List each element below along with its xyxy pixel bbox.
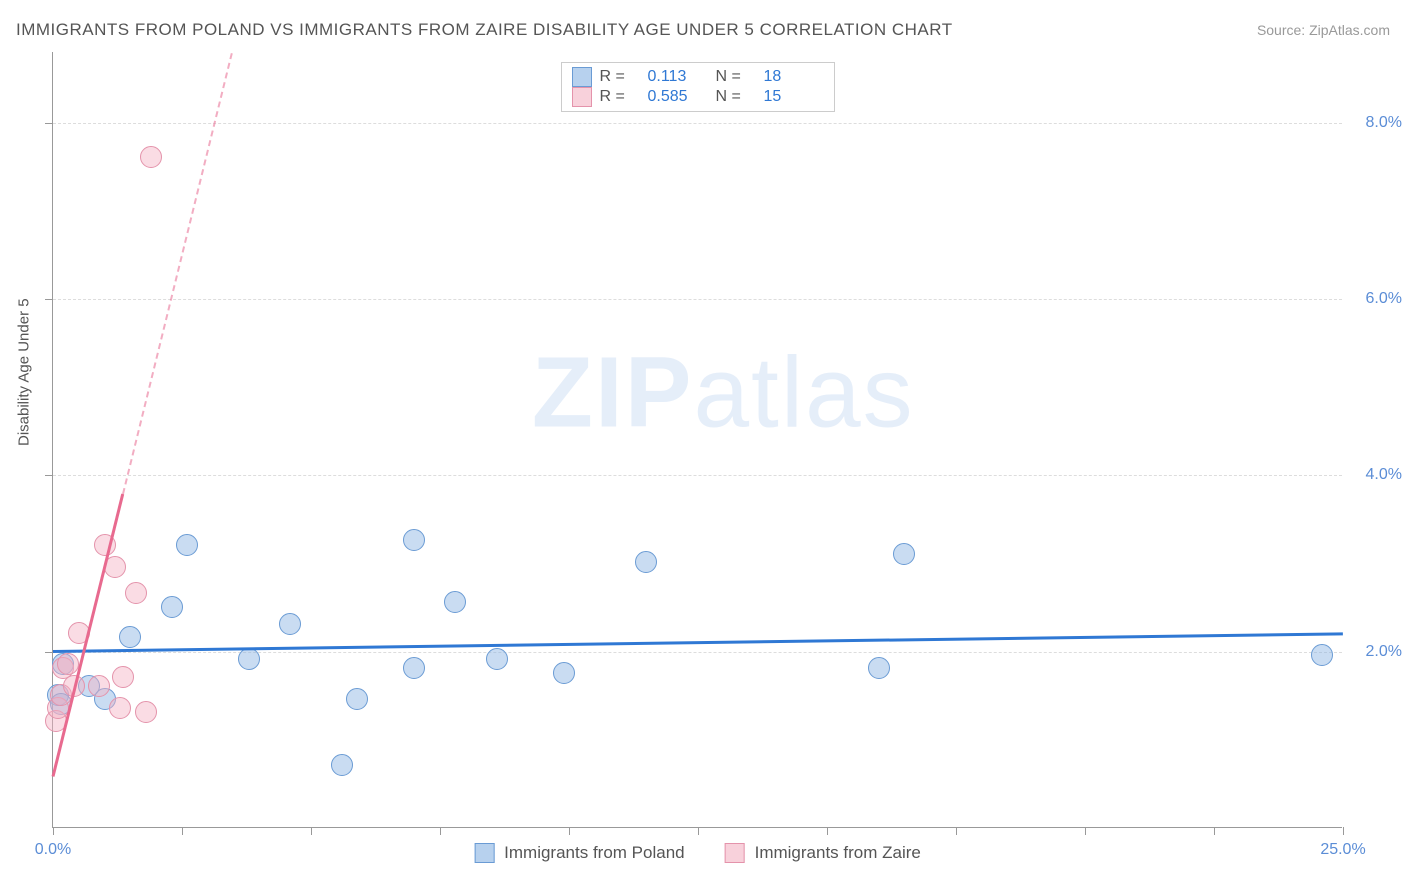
r-label: R = [600,88,640,106]
data-point-blue [553,662,575,684]
n-value-zaire: 15 [764,88,824,106]
watermark-bold: ZIP [532,337,694,449]
data-point-pink [109,697,131,719]
data-point-blue [868,657,890,679]
y-tick-label: 8.0% [1366,114,1402,132]
legend-series: Immigrants from Poland Immigrants from Z… [474,843,921,863]
tick-x [1343,827,1344,835]
swatch-pink-icon [572,87,592,107]
tick-x [569,827,570,835]
chart-title: IMMIGRANTS FROM POLAND VS IMMIGRANTS FRO… [16,20,953,40]
plot-area: ZIPatlas R = 0.113 N = 18 R = 0.585 N = … [52,52,1342,828]
data-point-blue [1311,644,1333,666]
legend-stats-row-poland: R = 0.113 N = 18 [572,67,824,87]
legend-label-poland: Immigrants from Poland [504,843,684,863]
data-point-pink [88,675,110,697]
tick-x [827,827,828,835]
x-tick-label: 0.0% [35,841,71,859]
gridline-h [53,475,1342,476]
data-point-pink [125,582,147,604]
gridline-h [53,299,1342,300]
gridline-h [53,123,1342,124]
y-tick-label: 4.0% [1366,466,1402,484]
legend-stats-row-zaire: R = 0.585 N = 15 [572,87,824,107]
r-value-poland: 0.113 [648,68,708,86]
tick-y [45,123,53,124]
tick-x [1214,827,1215,835]
trend-line [53,632,1343,653]
swatch-blue-icon [572,67,592,87]
watermark-thin: atlas [693,337,914,449]
data-point-blue [403,529,425,551]
r-value-zaire: 0.585 [648,88,708,106]
data-point-pink [112,666,134,688]
y-tick-label: 2.0% [1366,643,1402,661]
data-point-pink [135,701,157,723]
data-point-blue [403,657,425,679]
data-point-blue [238,648,260,670]
tick-x [440,827,441,835]
watermark: ZIPatlas [532,336,915,451]
data-point-blue [893,543,915,565]
trend-line [52,494,125,777]
y-axis-label: Disability Age Under 5 [16,298,33,446]
tick-x [698,827,699,835]
data-point-blue [176,534,198,556]
data-point-blue [635,551,657,573]
data-point-blue [444,591,466,613]
data-point-blue [331,754,353,776]
swatch-blue-icon [474,843,494,863]
tick-x [53,827,54,835]
tick-x [1085,827,1086,835]
source-label: Source: ZipAtlas.com [1257,22,1390,38]
legend-item-zaire: Immigrants from Zaire [725,843,921,863]
tick-y [45,652,53,653]
data-point-blue [279,613,301,635]
legend-item-poland: Immigrants from Poland [474,843,684,863]
legend-stats: R = 0.113 N = 18 R = 0.585 N = 15 [561,62,835,112]
title-bar: IMMIGRANTS FROM POLAND VS IMMIGRANTS FRO… [16,20,1390,40]
n-label: N = [716,88,756,106]
data-point-blue [346,688,368,710]
tick-x [956,827,957,835]
data-point-pink [140,146,162,168]
tick-y [45,475,53,476]
tick-x [182,827,183,835]
legend-label-zaire: Immigrants from Zaire [755,843,921,863]
tick-x [311,827,312,835]
data-point-blue [161,596,183,618]
swatch-pink-icon [725,843,745,863]
r-label: R = [600,68,640,86]
n-label: N = [716,68,756,86]
n-value-poland: 18 [764,68,824,86]
x-tick-label: 25.0% [1320,841,1365,859]
trend-line [122,53,233,494]
tick-y [45,299,53,300]
data-point-blue [119,626,141,648]
y-tick-label: 6.0% [1366,290,1402,308]
data-point-blue [486,648,508,670]
